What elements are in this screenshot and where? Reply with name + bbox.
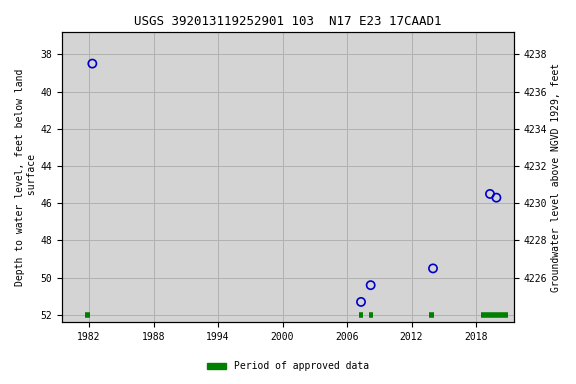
- Legend: Period of approved data: Period of approved data: [203, 358, 373, 375]
- Point: [366, 282, 376, 288]
- Point: [429, 265, 438, 271]
- Point: [486, 191, 495, 197]
- Point: [357, 299, 366, 305]
- Point: [88, 61, 97, 67]
- Y-axis label: Groundwater level above NGVD 1929, feet: Groundwater level above NGVD 1929, feet: [551, 63, 561, 292]
- Point: [492, 195, 501, 201]
- Title: USGS 392013119252901 103  N17 E23 17CAAD1: USGS 392013119252901 103 N17 E23 17CAAD1: [134, 15, 442, 28]
- Y-axis label: Depth to water level, feet below land
 surface: Depth to water level, feet below land su…: [15, 68, 37, 286]
